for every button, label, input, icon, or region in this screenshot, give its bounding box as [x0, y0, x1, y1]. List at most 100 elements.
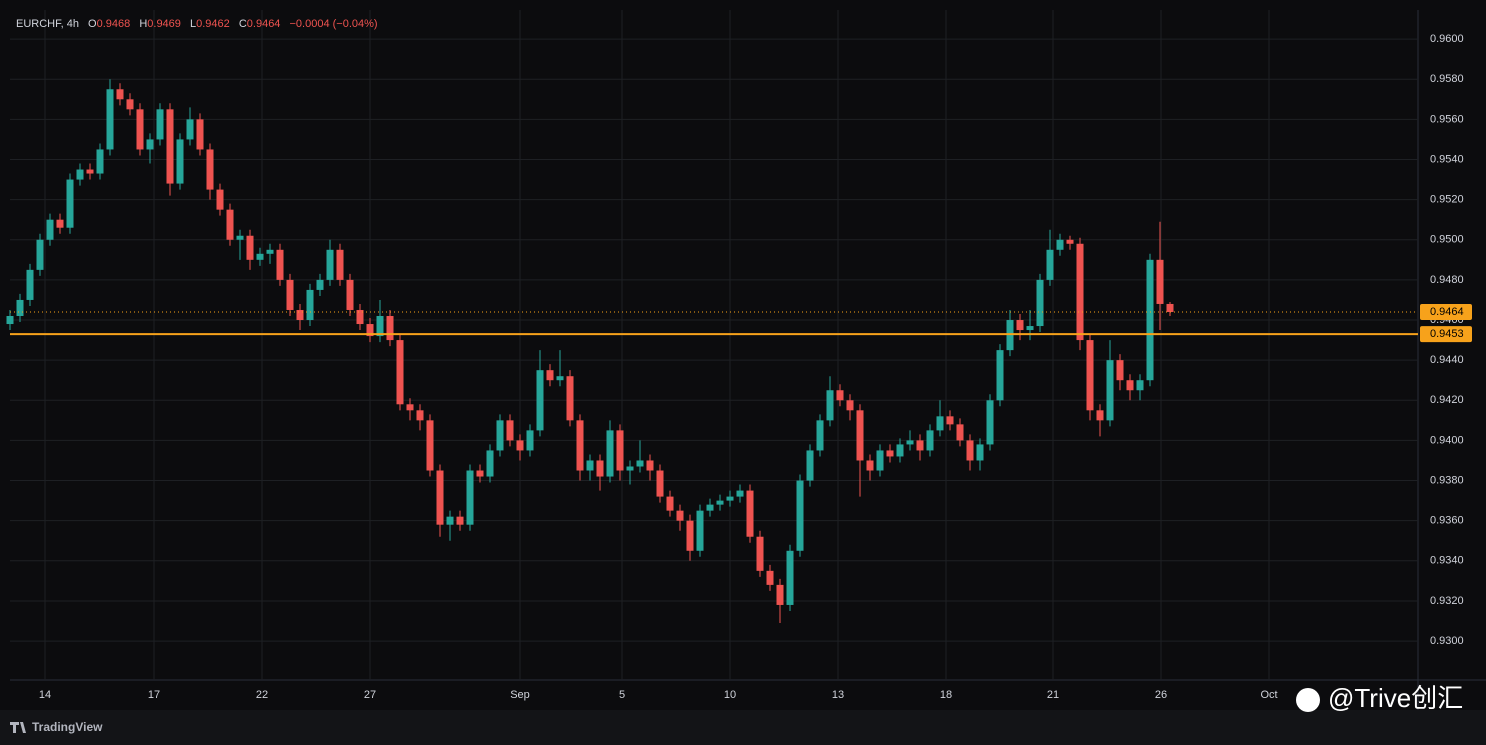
candle-body	[1146, 259, 1154, 381]
candle-body	[176, 139, 184, 184]
candle-body	[926, 430, 934, 451]
candle-body	[1076, 243, 1084, 341]
candle-body	[686, 520, 694, 551]
candle-body	[316, 279, 324, 290]
candle-body	[766, 570, 774, 585]
last-price-tag	[1420, 303, 1472, 320]
candle-body	[676, 510, 684, 521]
y-tick-label: 0.9340	[1430, 555, 1464, 567]
y-tick-label: 0.9300	[1430, 635, 1464, 647]
candle-body	[966, 440, 974, 461]
candle-body	[306, 289, 314, 321]
candle-body	[486, 450, 494, 477]
candle-body	[1046, 249, 1054, 280]
candle-body	[626, 466, 634, 471]
candle-body	[986, 400, 994, 445]
last-price-label: 0.9464	[1430, 306, 1464, 318]
candle-body	[666, 496, 674, 511]
x-tick-label: 18	[940, 689, 952, 701]
candle-body	[406, 404, 414, 411]
candle-body	[476, 470, 484, 477]
candle-body	[196, 119, 204, 150]
candle-body	[976, 444, 984, 461]
y-tick-label: 0.9500	[1430, 234, 1464, 246]
candle-body	[436, 470, 444, 525]
level-label: 0.9453	[1430, 328, 1464, 340]
x-tick-label: Oct	[1260, 689, 1277, 701]
candle-body	[146, 139, 154, 150]
symbol: EURCHF, 4h	[16, 18, 79, 30]
candle-body	[876, 450, 884, 471]
candle-body	[106, 89, 114, 150]
candle-body	[726, 496, 734, 501]
y-tick-label: 0.9320	[1430, 595, 1464, 607]
y-tick-label: 0.9600	[1430, 33, 1464, 45]
x-tick-label: 14	[39, 689, 51, 701]
candle-body	[846, 400, 854, 411]
brand[interactable]: TradingView	[32, 720, 103, 734]
y-tick-label: 0.9580	[1430, 73, 1464, 85]
candle-body	[616, 430, 624, 471]
candle-body	[596, 460, 604, 477]
candle-body	[516, 440, 524, 451]
h-label: H	[139, 18, 147, 30]
brand-logo	[10, 722, 26, 733]
y-tick-label: 0.9360	[1430, 515, 1464, 527]
l-value: 0.9462	[196, 18, 230, 30]
candle-body	[76, 169, 84, 180]
candle-body	[456, 516, 464, 525]
candle-body	[356, 309, 364, 325]
candle-body	[16, 299, 24, 317]
y-tick-label: 0.9520	[1430, 194, 1464, 206]
candle-body	[1166, 303, 1174, 312]
candle-body	[1106, 360, 1114, 421]
c-label: C	[239, 18, 247, 30]
y-tick-label: 0.9380	[1430, 474, 1464, 486]
x-tick-label: 27	[364, 689, 376, 701]
candle-body	[1036, 279, 1044, 327]
candle-body	[566, 376, 574, 421]
candle-body	[1136, 380, 1144, 391]
candle-body	[346, 279, 354, 310]
candle-body	[166, 109, 174, 184]
candle-body	[426, 420, 434, 471]
candle-body	[816, 420, 824, 451]
y-tick-label: 0.9480	[1430, 274, 1464, 286]
candle-body	[496, 420, 504, 451]
change: −0.0004 (−0.04%)	[290, 18, 378, 30]
candle-body	[226, 209, 234, 240]
candle-body	[866, 460, 874, 471]
candle-body	[246, 235, 254, 260]
candle-body	[6, 316, 14, 325]
candle-body	[856, 410, 864, 461]
y-tick-label: 0.9400	[1430, 434, 1464, 446]
candle-body	[136, 109, 144, 150]
candle-body	[396, 340, 404, 405]
candle-body	[656, 470, 664, 497]
candle-body	[206, 149, 214, 190]
candle-body	[716, 500, 724, 505]
candle-body	[236, 235, 244, 240]
candle-body	[996, 350, 1004, 401]
candle-body	[126, 99, 134, 110]
candle-body	[86, 169, 94, 174]
candle-body	[256, 253, 264, 260]
candle-body	[536, 370, 544, 431]
candle-body	[786, 550, 794, 605]
candle-body	[916, 440, 924, 451]
x-tick-label: 21	[1047, 689, 1059, 701]
candle-body	[296, 309, 304, 321]
x-tick-label: 26	[1155, 689, 1167, 701]
candle-body	[646, 460, 654, 471]
candle-body	[1126, 380, 1134, 391]
o-label: O	[88, 18, 97, 30]
candle-body	[1086, 340, 1094, 411]
candle-body	[56, 219, 64, 228]
candle-body	[826, 390, 834, 421]
candle-body	[1156, 259, 1164, 304]
candle-body	[116, 89, 124, 100]
x-tick-label: 17	[148, 689, 160, 701]
candle-body	[26, 269, 34, 300]
candle-body	[1056, 239, 1064, 250]
